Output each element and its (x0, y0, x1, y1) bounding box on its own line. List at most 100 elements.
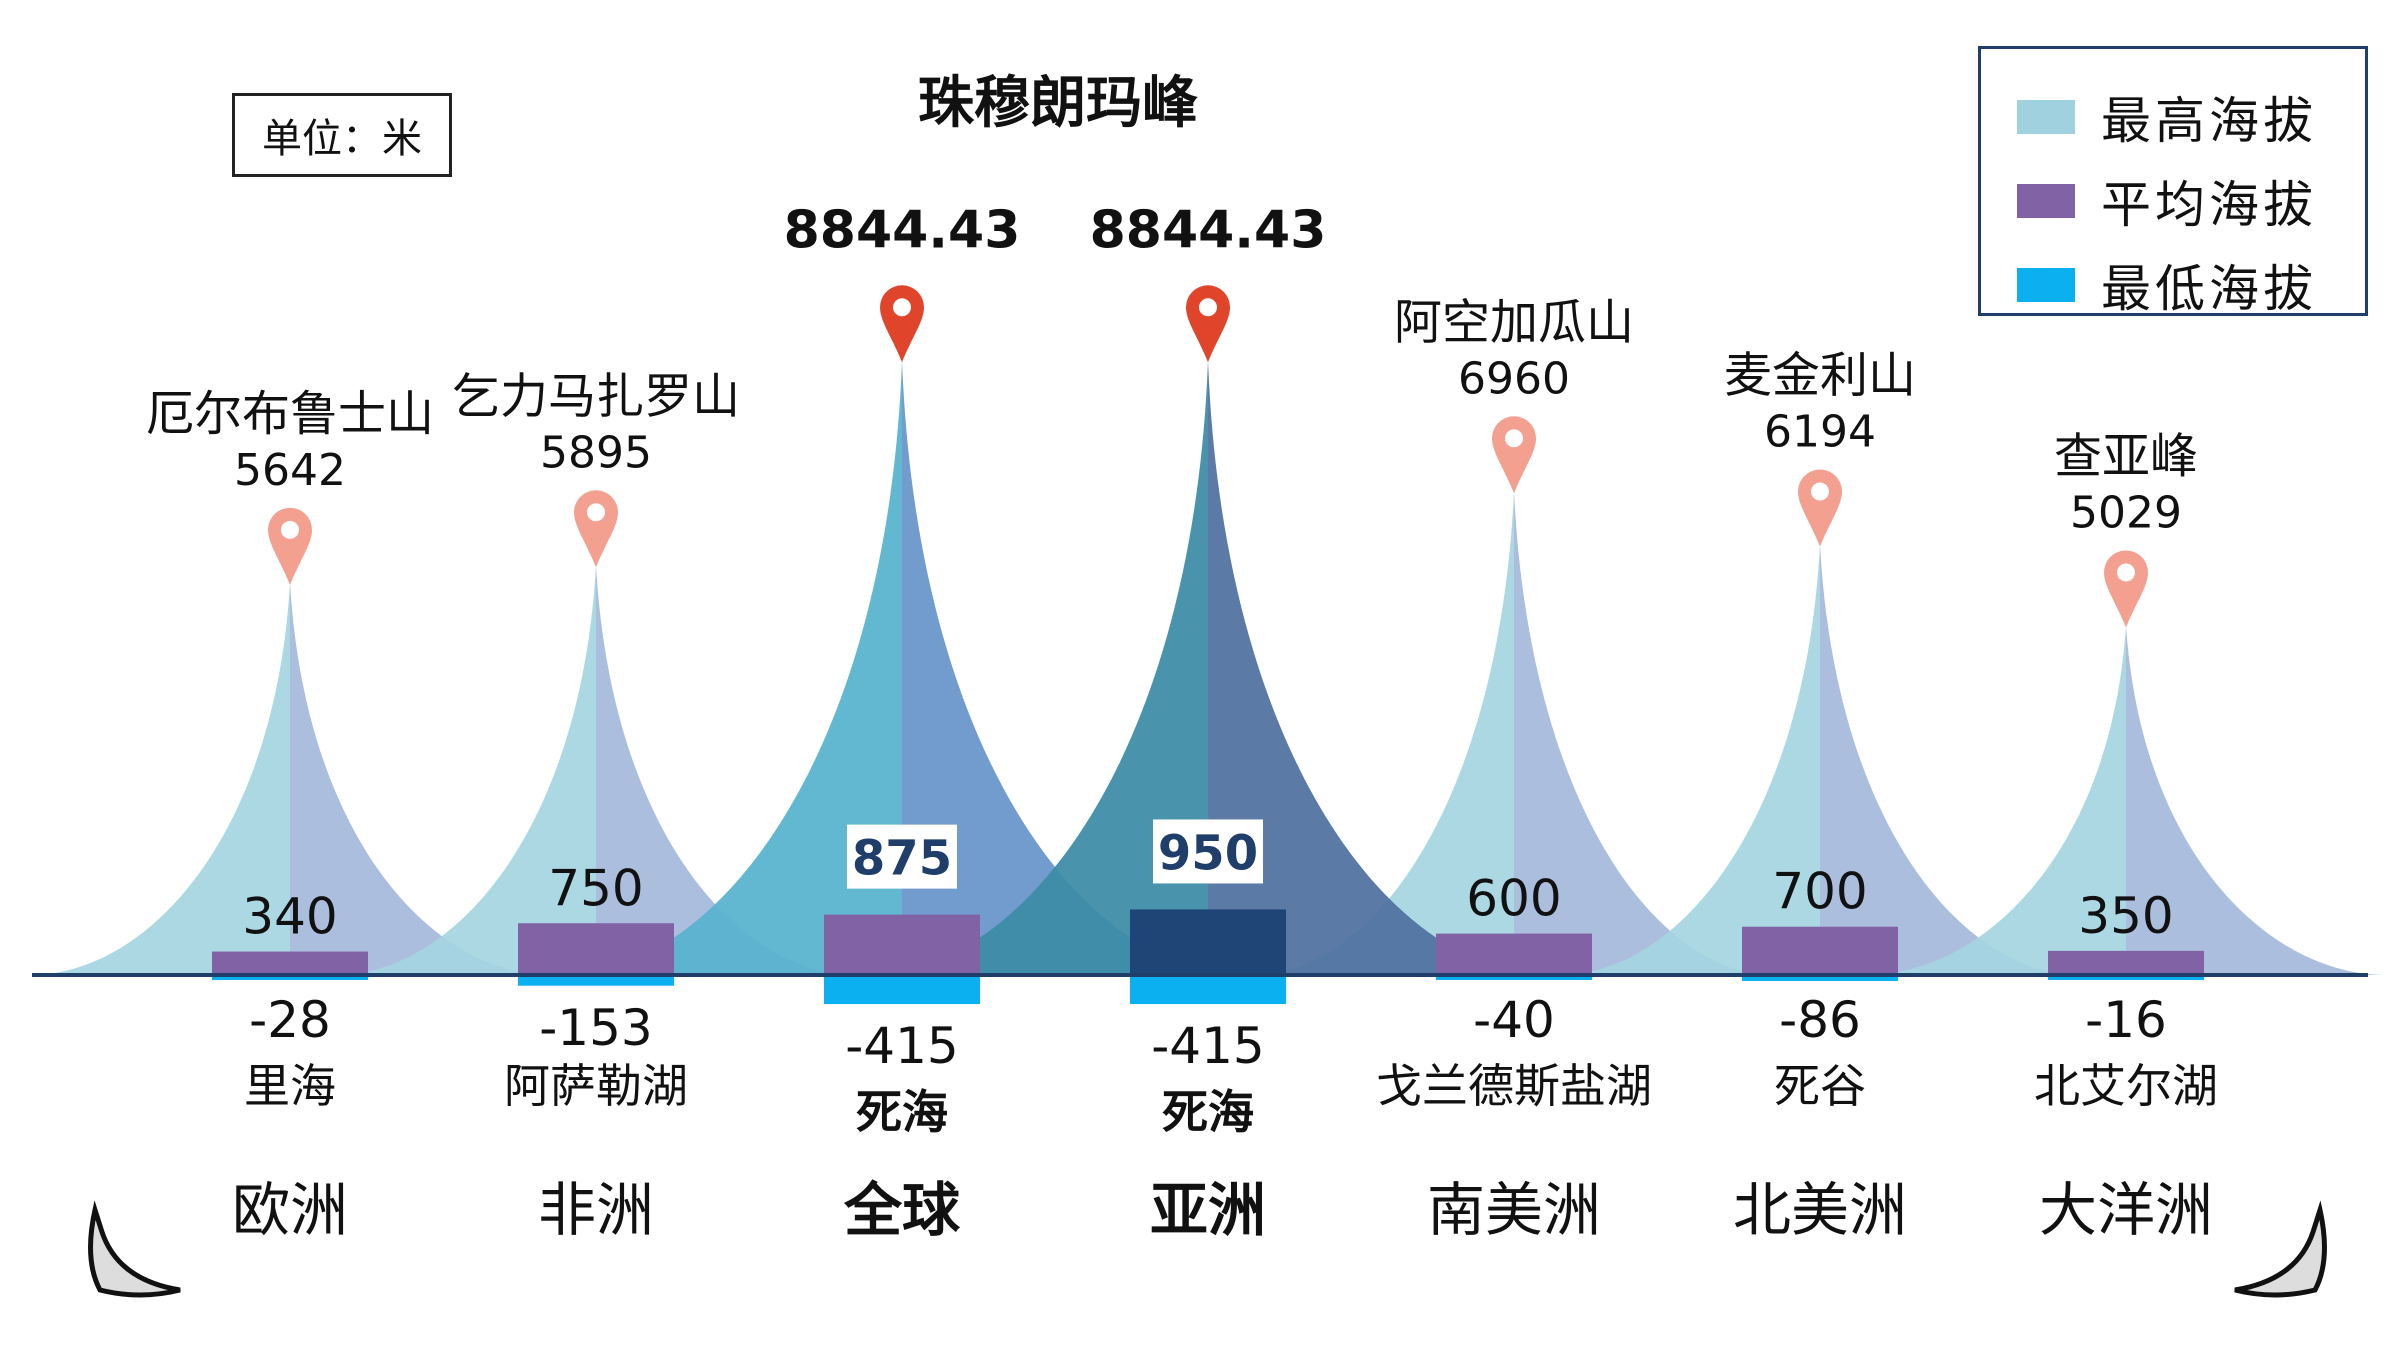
location-pin-hole (281, 520, 299, 539)
lowest-name-0: 里海 (244, 1059, 336, 1113)
average-bar-5 (1742, 926, 1898, 975)
location-pin-icon (880, 285, 924, 363)
legend-label-highest: 最高海拔 (2101, 92, 2317, 150)
average-bar-3 (1130, 909, 1286, 975)
bars-layer (212, 909, 2204, 1005)
lowest-name-6: 北艾尔湖 (2034, 1059, 2218, 1113)
location-pin-hole (1199, 298, 1217, 317)
peak-0-right-half (290, 582, 550, 975)
average-label-1: 750 (548, 859, 643, 917)
lowest-name-2: 死海 (856, 1085, 948, 1139)
highest-name-5: 麦金利山 (1724, 348, 1916, 404)
highest-value-0: 5642 (234, 445, 346, 496)
category-label-5: 北美洲 (1733, 1176, 1907, 1244)
lowest-value-2: -415 (845, 1017, 958, 1075)
pins-layer (268, 285, 2148, 628)
lowest-bar-3 (1130, 975, 1286, 1005)
highest-value-1: 5895 (540, 427, 652, 478)
location-pin-icon (268, 507, 312, 585)
lowest-value-1: -153 (539, 999, 652, 1057)
average-bar-2 (824, 914, 980, 975)
location-pin-hole (587, 503, 605, 522)
average-label-2: 875 (852, 831, 952, 887)
category-label-4: 南美洲 (1427, 1176, 1601, 1244)
legend: 最高海拔 平均海拔 最低海拔 (1978, 46, 2368, 318)
peak-5-left-half (1560, 544, 1820, 975)
category-label-3: 亚洲 (1150, 1176, 1266, 1244)
category-label-6: 大洋洲 (2039, 1176, 2213, 1244)
peak-6-right-half (2126, 625, 2386, 975)
lowest-value-0: -28 (249, 991, 331, 1049)
category-label-2: 全球 (843, 1176, 961, 1244)
left-corner-ornament (88, 1200, 181, 1298)
peak-1-left-half (336, 565, 596, 975)
lowest-value-4: -40 (1473, 991, 1555, 1049)
peak-6-left-half (1866, 625, 2126, 975)
location-pin-hole (893, 298, 911, 317)
location-pin-hole (1811, 482, 1829, 501)
location-pin-icon (1798, 469, 1842, 547)
legend-swatch-highest (2017, 100, 2075, 134)
lowest-value-3: -415 (1151, 1017, 1264, 1075)
highest-value-3: 8844.43 (1090, 200, 1327, 260)
average-label-3: 950 (1158, 825, 1258, 881)
highest-value-5: 6194 (1764, 407, 1876, 458)
peak-0-left-half (30, 582, 290, 975)
lowest-name-1: 阿萨勒湖 (504, 1059, 688, 1113)
lowest-name-4: 戈兰德斯盐湖 (1376, 1059, 1652, 1113)
highest-value-2: 8844.43 (784, 200, 1021, 260)
average-label-4: 600 (1466, 870, 1561, 928)
average-label-box-2 (847, 824, 957, 889)
highest-name-6: 查亚峰 (2054, 428, 2198, 484)
average-label-box-3 (1153, 819, 1263, 884)
highest-value-4: 6960 (1458, 353, 1570, 404)
peak-4-left-half (1254, 491, 1514, 975)
legend-item-highest: 最高海拔 (2017, 87, 2317, 150)
peak-3-right-half (1208, 360, 1548, 975)
legend-swatch-lowest (2017, 268, 2075, 302)
highest-name-4: 阿空加瓜山 (1394, 294, 1634, 350)
average-bar-1 (518, 923, 674, 975)
lowest-bar-5 (1742, 975, 1898, 982)
highest-value-6: 5029 (2070, 487, 2182, 538)
peak-3-left-half (868, 360, 1208, 975)
lowest-bar-1 (518, 975, 674, 986)
right-corner-ornament (2234, 1200, 2327, 1298)
location-pin-icon (1492, 416, 1536, 494)
lowest-name-5: 死谷 (1774, 1059, 1866, 1113)
lowest-value-6: -16 (2085, 991, 2167, 1049)
average-label-5: 700 (1772, 863, 1867, 921)
highest-name-2: 珠穆朗玛峰 (918, 70, 1198, 136)
category-label-1: 非洲 (538, 1176, 654, 1244)
peak-5-right-half (1820, 544, 2080, 975)
legend-item-average: 平均海拔 (2017, 171, 2317, 234)
lowest-name-3: 死海 (1162, 1085, 1254, 1139)
peak-2-left-half (562, 360, 902, 975)
location-pin-icon (574, 490, 618, 568)
highest-name-1: 乞力马扎罗山 (452, 368, 740, 424)
peak-4-right-half (1514, 491, 1774, 975)
lowest-bar-4 (1436, 975, 1592, 980)
location-pin-icon (1186, 285, 1230, 363)
average-label-0: 340 (242, 888, 337, 946)
unit-label: 单位：米 (232, 93, 452, 177)
legend-label-average: 平均海拔 (2101, 176, 2317, 234)
lowest-bar-0 (212, 975, 368, 980)
average-bar-6 (2048, 950, 2204, 975)
lowest-bar-6 (2048, 975, 2204, 980)
highest-name-0: 厄尔布鲁士山 (146, 386, 434, 442)
average-bar-0 (212, 951, 368, 975)
peak-2-right-half (902, 360, 1242, 975)
location-pin-hole (2117, 563, 2135, 582)
peaks-layer (30, 360, 2386, 975)
legend-swatch-average (2017, 184, 2075, 218)
lowest-value-5: -86 (1779, 991, 1861, 1049)
location-pin-hole (1505, 429, 1523, 448)
peak-1-right-half (596, 565, 856, 975)
average-label-6: 350 (2078, 887, 2173, 945)
legend-label-lowest: 最低海拔 (2101, 260, 2317, 318)
average-bar-4 (1436, 933, 1592, 975)
category-label-0: 欧洲 (232, 1176, 348, 1244)
